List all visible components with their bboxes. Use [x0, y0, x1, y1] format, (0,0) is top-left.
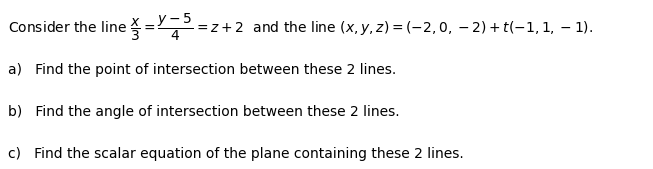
Text: c)   Find the scalar equation of the plane containing these 2 lines.: c) Find the scalar equation of the plane… — [8, 147, 464, 161]
Text: Consider the line $\dfrac{x}{3} = \dfrac{y-5}{4} = z + 2$  and the line $(x, y, : Consider the line $\dfrac{x}{3} = \dfrac… — [8, 12, 593, 43]
Text: a)   Find the point of intersection between these 2 lines.: a) Find the point of intersection betwee… — [8, 63, 396, 77]
Text: b)   Find the angle of intersection between these 2 lines.: b) Find the angle of intersection betwee… — [8, 105, 400, 119]
